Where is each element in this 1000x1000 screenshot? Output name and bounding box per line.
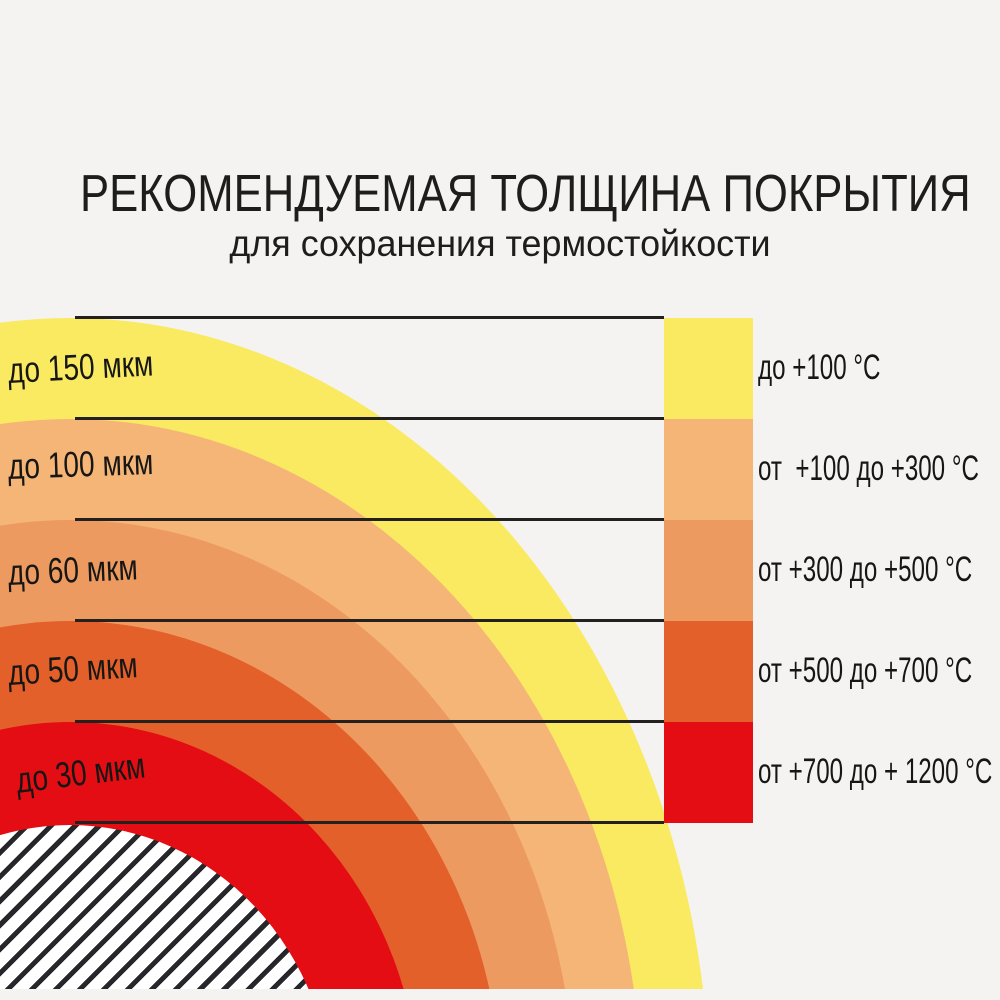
thickness-label-150mkm: до 150 мкм: [6, 342, 155, 391]
thickness-label-60mkm: до 60 мкм: [7, 546, 139, 593]
connector-line-1: [75, 316, 664, 319]
connector-line-2: [75, 417, 664, 420]
page-title: РЕКОМЕНДУЕМАЯ ТОЛЩИНА ПОКРЫТИЯ: [80, 164, 971, 223]
connector-line-3: [75, 518, 664, 521]
thickness-label-100mkm: до 100 мкм: [7, 440, 154, 487]
legend-label-up-to-100c: до +100 °C: [758, 348, 881, 387]
legend-label-500-700c: от +500 до +700 °C: [758, 651, 973, 690]
legend-label-700-1200c: от +700 до + 1200 °C: [758, 752, 993, 791]
legend-swatch-500-700c: [664, 621, 753, 722]
legend-label-300-500c: от +300 до +500 °C: [758, 550, 973, 589]
connector-line-4: [75, 619, 664, 622]
legend-label-100-300c: от +100 до +300 °C: [758, 449, 979, 488]
bottom-edge-strip: [0, 989, 1000, 1000]
legend-swatch-700-1200c: [664, 722, 753, 823]
connector-line-5: [75, 720, 664, 723]
legend-swatch-300-500c: [664, 520, 753, 621]
page-subtitle: для сохранения термостойкости: [229, 222, 771, 264]
legend-swatch-up-to-100c: [664, 318, 753, 419]
legend-swatch-100-300c: [664, 419, 753, 520]
thickness-label-50mkm: до 50 мкм: [6, 644, 139, 693]
connector-line-6: [75, 821, 664, 824]
